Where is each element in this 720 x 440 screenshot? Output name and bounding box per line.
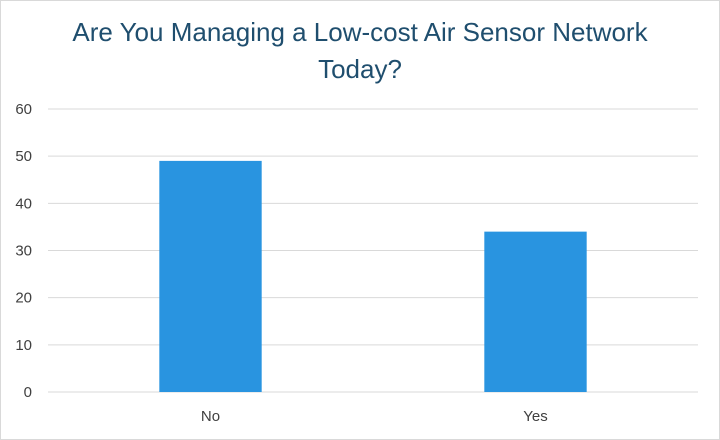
y-tick-label: 10 — [15, 337, 32, 354]
x-tick-label-yes: Yes — [523, 408, 547, 425]
chart-title-line-2: Today? — [318, 54, 402, 84]
chart-title-line-1: Are You Managing a Low-cost Air Sensor N… — [72, 17, 648, 47]
x-axis-tick-labels: No Yes — [201, 408, 548, 425]
x-tick-label-no: No — [201, 408, 220, 425]
bar-no — [159, 160, 262, 392]
y-tick-label: 60 — [15, 101, 32, 118]
y-axis-tick-labels: 0 10 20 30 40 50 60 — [15, 101, 32, 401]
chart-title: Are You Managing a Low-cost Air Sensor N… — [0, 14, 720, 88]
y-tick-label: 0 — [24, 384, 32, 401]
y-tick-label: 40 — [15, 195, 32, 212]
y-tick-label: 20 — [15, 290, 32, 307]
y-tick-label: 30 — [15, 243, 32, 260]
bars — [159, 160, 587, 392]
bar-yes — [484, 231, 587, 392]
gridlines — [48, 108, 698, 393]
y-tick-label: 50 — [15, 148, 32, 165]
